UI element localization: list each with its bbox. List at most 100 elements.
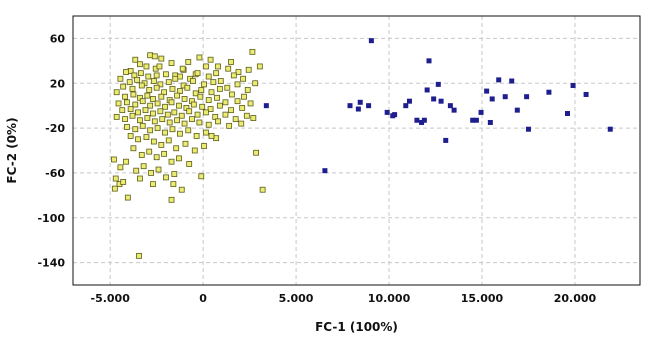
data-point <box>192 90 199 97</box>
data-point <box>489 96 495 102</box>
data-point <box>169 126 176 133</box>
data-point <box>208 89 215 96</box>
data-point <box>155 166 162 173</box>
data-point <box>186 108 193 115</box>
x-tick-label: 15.000 <box>461 292 504 305</box>
data-point <box>150 96 156 102</box>
data-point <box>431 96 437 102</box>
y-tick-labels: 60 20 -20 -60 -100 -140 <box>37 32 65 269</box>
data-point <box>424 87 430 93</box>
data-point <box>150 78 157 84</box>
data-point <box>176 130 183 137</box>
data-point <box>123 69 129 75</box>
data-point <box>213 70 220 77</box>
data-point <box>164 111 171 118</box>
data-point <box>161 150 167 157</box>
data-point <box>143 63 150 70</box>
data-point <box>203 109 209 116</box>
data-point <box>198 173 205 180</box>
data-point <box>185 59 192 65</box>
data-point <box>253 149 260 156</box>
data-point <box>150 181 156 188</box>
data-point <box>179 65 186 72</box>
x-tick-label: 10.000 <box>368 292 411 305</box>
data-point <box>142 107 149 114</box>
data-point <box>222 99 229 106</box>
data-point <box>240 75 247 82</box>
data-point <box>322 168 328 174</box>
data-point <box>570 82 576 88</box>
data-point <box>438 98 444 104</box>
data-point <box>487 119 493 125</box>
data-point <box>259 186 266 193</box>
data-point <box>137 61 143 68</box>
data-point <box>190 101 197 108</box>
data-point <box>228 107 234 114</box>
data-point <box>110 156 117 163</box>
data-point <box>174 92 181 99</box>
data-point <box>162 129 168 136</box>
data-point <box>205 97 212 103</box>
data-point <box>181 120 188 127</box>
data-point <box>208 133 215 139</box>
data-point <box>154 100 161 107</box>
data-point <box>157 108 164 115</box>
data-point <box>168 196 175 203</box>
data-point <box>419 119 425 125</box>
y-axis-title: FC-2 (0%) <box>5 117 19 183</box>
data-point <box>154 125 161 131</box>
data-point <box>170 181 177 188</box>
data-point <box>222 111 229 118</box>
data-point <box>124 124 130 130</box>
data-point <box>157 81 164 88</box>
data-point <box>139 98 146 105</box>
data-point <box>146 87 153 93</box>
data-point <box>153 154 160 161</box>
data-point <box>525 126 531 132</box>
data-point <box>252 80 259 87</box>
data-point <box>210 79 217 86</box>
data-point <box>159 116 166 123</box>
data-point <box>166 119 173 126</box>
data-point <box>207 56 214 63</box>
data-point <box>199 103 206 110</box>
data-point <box>509 78 515 84</box>
y-tick-label: -140 <box>37 257 65 270</box>
data-point <box>194 111 201 118</box>
x-tick-labels: -5.000 0 5.000 10.000 15.000 20.000 <box>91 292 597 305</box>
data-point <box>214 94 220 101</box>
data-point <box>484 88 490 94</box>
y-tick-label: 20 <box>50 77 66 90</box>
data-point <box>124 194 131 201</box>
data-point <box>181 96 188 102</box>
data-point <box>153 72 160 79</box>
series-yellow <box>110 48 266 259</box>
data-point <box>178 186 185 193</box>
data-point <box>201 143 207 149</box>
data-point <box>173 145 180 152</box>
data-point <box>165 79 172 86</box>
data-point <box>174 117 181 124</box>
data-point <box>120 178 127 185</box>
data-point <box>447 103 453 109</box>
data-point <box>226 122 233 129</box>
data-point <box>564 111 570 117</box>
data-point <box>406 98 412 104</box>
data-point <box>122 116 128 123</box>
data-point <box>470 117 476 123</box>
data-point <box>244 87 251 93</box>
data-point <box>127 106 134 112</box>
data-point <box>384 109 390 115</box>
data-point <box>186 161 193 167</box>
data-point <box>178 112 185 119</box>
data-point <box>189 116 195 123</box>
data-point <box>151 53 158 60</box>
data-point <box>146 148 153 155</box>
data-point <box>153 84 160 91</box>
grid-lines <box>73 16 640 285</box>
data-point <box>216 85 223 92</box>
data-point <box>225 65 232 72</box>
data-point <box>150 138 157 145</box>
data-point <box>366 103 372 109</box>
